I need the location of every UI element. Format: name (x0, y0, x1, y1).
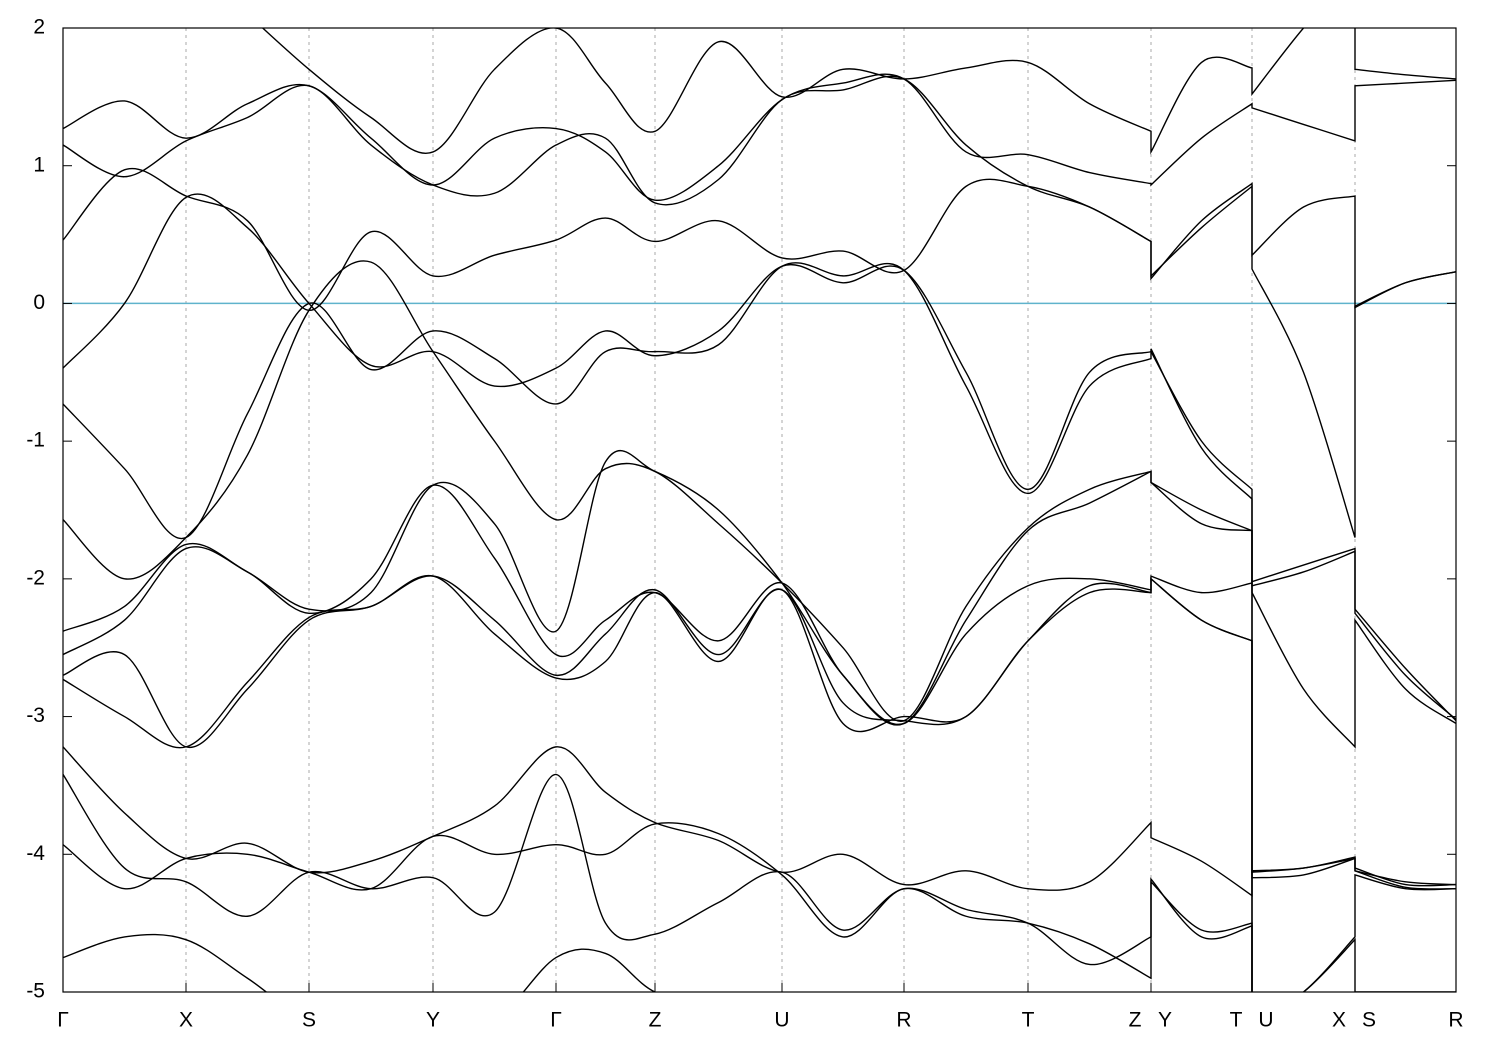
band-line (63, 484, 1456, 890)
x-tick-label: Y (426, 1009, 440, 1032)
x-tick-label: Γ (57, 1009, 69, 1032)
band-layer (63, 28, 1456, 992)
band-line (63, 260, 1456, 722)
x-tick-label: U (774, 1009, 789, 1032)
band-line (63, 193, 1456, 720)
x-tick-label: R (896, 1009, 911, 1032)
x-tick-label: T (1230, 1009, 1243, 1032)
x-tick-label: S (302, 1009, 316, 1032)
band-line (63, 746, 1456, 897)
y-tick-label: 1 (33, 153, 45, 176)
x-tick-label: U (1258, 1009, 1273, 1032)
y-tick-label: 2 (33, 16, 45, 39)
band-line (63, 167, 1456, 538)
y-tick-label: -4 (26, 842, 45, 865)
x-tick-label: T (1022, 1009, 1035, 1032)
y-tick-label: -3 (26, 704, 45, 727)
band-line (63, 933, 657, 992)
x-tick-label: Z (1129, 1009, 1142, 1032)
band-line (63, 28, 1456, 155)
x-tick-label: X (179, 1009, 193, 1032)
y-tick-label: 0 (33, 291, 45, 314)
plot-frame (62, 27, 1457, 993)
x-tick-label: Z (649, 1009, 662, 1032)
x-tick-label: S (1362, 1009, 1376, 1032)
band-line (63, 773, 1253, 992)
x-tick-label: Γ (550, 1009, 562, 1032)
band-line (63, 73, 1456, 201)
band-line (63, 262, 1456, 749)
y-tick-label: -2 (26, 566, 45, 589)
band-line (63, 822, 1255, 992)
x-tick-label: R (1448, 1009, 1463, 1032)
grid-layer (62, 28, 1457, 992)
y-tick-label: -1 (26, 429, 45, 452)
band-line (63, 449, 1456, 887)
band-line (63, 75, 1456, 309)
band-line (63, 575, 1456, 992)
band-line (63, 575, 1456, 992)
y-tick-label: -5 (26, 980, 45, 1003)
x-tick-label: X (1332, 1009, 1346, 1032)
x-tick-label: Y (1158, 1009, 1172, 1032)
